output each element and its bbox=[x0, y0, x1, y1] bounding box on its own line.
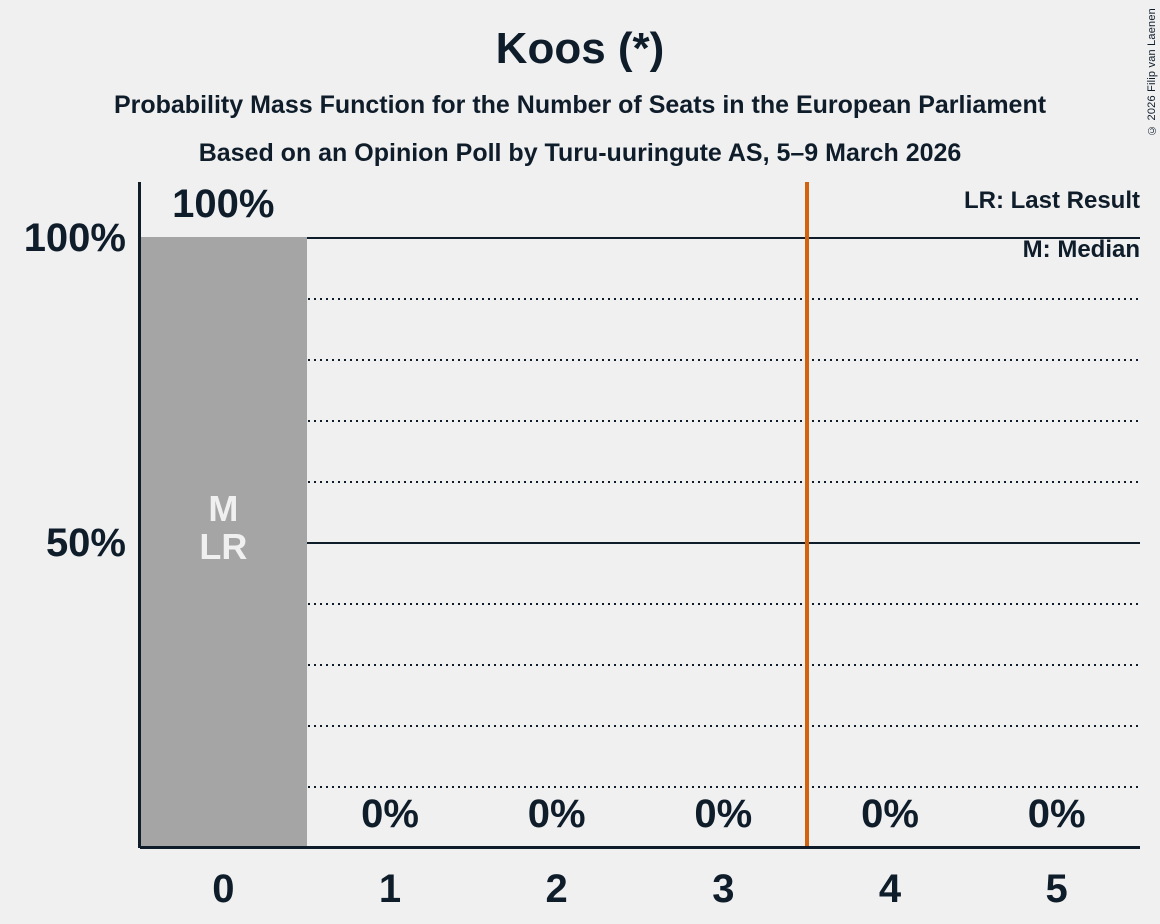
y-tick-label: 100% bbox=[23, 216, 126, 260]
gridline-dotted-90pct bbox=[140, 298, 1140, 300]
bar-value-label: 100% bbox=[172, 182, 275, 226]
chart-subtitle-line1: Probability Mass Function for the Number… bbox=[113, 91, 1047, 119]
bar-value-label: 0% bbox=[361, 792, 419, 836]
legend-median: M: Median bbox=[1022, 236, 1140, 263]
chart-subtitle-line2: Based on an Opinion Poll by Turu-uuringu… bbox=[198, 139, 962, 167]
gridline-dotted-30pct bbox=[140, 664, 1140, 666]
x-tick-label: 3 bbox=[712, 867, 735, 911]
x-axis-line bbox=[140, 846, 1140, 849]
x-tick-label: 1 bbox=[378, 867, 402, 911]
x-tick-label: 5 bbox=[1045, 867, 1068, 911]
gridline-dotted-20pct bbox=[140, 725, 1140, 727]
y-axis-line bbox=[138, 182, 141, 848]
gridline-dotted-70pct bbox=[140, 420, 1140, 422]
x-tick-label: 2 bbox=[545, 867, 568, 911]
majority-line bbox=[804, 182, 809, 848]
gridline-dotted-80pct bbox=[140, 359, 1140, 361]
x-tick-label: 0 bbox=[212, 867, 235, 911]
bar-value-label: 0% bbox=[1027, 792, 1086, 836]
chart-title: Koos (*) bbox=[495, 24, 665, 73]
bar-annotation-line: M bbox=[208, 488, 239, 529]
gridline-solid-50pct bbox=[140, 542, 1140, 544]
gridline-dotted-60pct bbox=[140, 481, 1140, 483]
bar-value-label: 0% bbox=[861, 792, 919, 836]
gridline-solid-100pct bbox=[140, 237, 1140, 239]
bar-value-label: 0% bbox=[527, 792, 586, 836]
gridline-dotted-10pct bbox=[140, 786, 1140, 788]
gridline-dotted-40pct bbox=[140, 603, 1140, 605]
bar-seats-0 bbox=[140, 237, 307, 848]
bar-annotation: M LR bbox=[140, 490, 307, 566]
legend-last-result: LR: Last Result bbox=[963, 187, 1140, 214]
bar-value-label: 0% bbox=[694, 792, 753, 836]
x-tick-label: 4 bbox=[878, 867, 902, 911]
bar-annotation-line: LR bbox=[199, 526, 248, 567]
y-tick-label: 50% bbox=[45, 521, 126, 565]
